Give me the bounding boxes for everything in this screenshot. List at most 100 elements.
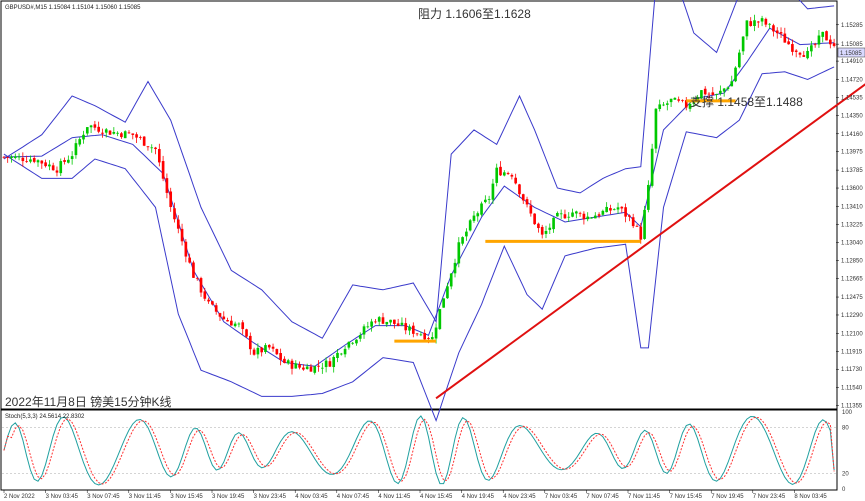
candle	[161, 155, 165, 182]
candle	[40, 160, 44, 169]
candle	[13, 153, 17, 160]
candle-body	[85, 127, 89, 134]
candle	[116, 131, 119, 137]
bollinger-upper	[3, 0, 835, 339]
candle-body	[798, 52, 802, 55]
candle	[241, 320, 245, 335]
y-tick-label: 1.12290	[841, 313, 863, 319]
candle-body	[779, 32, 783, 34]
y-tick-label: 1.12100	[841, 331, 863, 337]
candle-body	[358, 335, 362, 339]
candle	[423, 329, 427, 341]
candle	[358, 332, 362, 342]
stoch-y-tick-label: 80	[842, 425, 849, 431]
y-tick-label: 1.14350	[841, 113, 863, 119]
candle	[741, 36, 745, 55]
candle	[571, 208, 574, 218]
candle	[343, 345, 347, 358]
candle	[806, 47, 809, 60]
candle-body	[684, 100, 688, 108]
candle-body	[665, 103, 669, 105]
x-tick-label: 3 Nov 15:45	[170, 494, 203, 500]
candle-body	[768, 23, 771, 25]
candle	[279, 348, 282, 366]
chart-caption: 2022年11月8日 镑美15分钟K线	[5, 394, 172, 409]
candle	[275, 348, 279, 356]
candle-body	[760, 18, 764, 22]
candle-body	[529, 205, 533, 214]
candle	[491, 178, 495, 205]
candle	[760, 15, 764, 27]
bollinger-bands	[3, 0, 835, 423]
candle-body	[612, 209, 616, 211]
candle	[366, 321, 370, 329]
candle-body	[374, 321, 377, 323]
candle-body	[461, 237, 464, 244]
candle	[673, 97, 677, 100]
candle-body	[298, 364, 301, 368]
candle-body	[571, 212, 574, 217]
candle	[211, 300, 214, 306]
candle-body	[169, 191, 173, 208]
candle-body	[647, 184, 650, 210]
candle	[36, 159, 40, 167]
candle	[10, 155, 13, 163]
candle-body	[624, 207, 627, 217]
candle	[620, 206, 624, 213]
candle-body	[495, 167, 499, 183]
candle-body	[120, 133, 123, 138]
candle-body	[559, 213, 563, 215]
candle	[665, 100, 669, 111]
candle	[123, 130, 127, 139]
candle-body	[233, 323, 237, 327]
candle	[783, 27, 787, 43]
candle	[609, 204, 612, 215]
candle	[438, 309, 442, 331]
candle-body	[741, 36, 745, 52]
candle	[810, 41, 813, 57]
y-tick-label: 1.14160	[841, 132, 863, 138]
candle-body	[404, 323, 408, 331]
x-tick-label: 4 Nov 15:45	[420, 494, 453, 500]
candle-body	[78, 139, 82, 145]
candle	[332, 355, 336, 373]
candle	[499, 161, 502, 176]
candle	[203, 287, 207, 302]
bollinger-lower	[3, 66, 835, 423]
candle	[722, 87, 726, 97]
candle	[267, 344, 271, 350]
y-tick-label: 1.13600	[841, 186, 863, 192]
candle	[93, 120, 97, 131]
candle	[157, 143, 161, 167]
candle	[226, 317, 229, 322]
candle-body	[355, 339, 358, 344]
candle-body	[112, 132, 116, 134]
candle	[385, 321, 389, 328]
axes: 1.15285 1.15085 1.14910 1.14720 1.14535 1.143…	[3, 23, 863, 500]
candle-body	[180, 228, 184, 242]
candle-body	[578, 212, 582, 214]
candle-body	[2, 156, 6, 158]
candle	[707, 92, 711, 100]
candle-body	[146, 146, 150, 148]
candle	[184, 238, 188, 263]
candle-body	[248, 335, 252, 350]
candle	[298, 361, 301, 370]
y-tick-label: 1.12665	[841, 277, 863, 283]
candle	[457, 237, 461, 268]
candle	[597, 212, 601, 219]
candle-body	[764, 18, 768, 25]
candle	[309, 363, 313, 372]
candle-body	[48, 164, 51, 167]
candle-body	[457, 242, 461, 264]
candle-body	[722, 88, 726, 92]
y-tick-label: 1.13040	[841, 240, 863, 246]
candle	[658, 99, 662, 112]
candle	[127, 130, 131, 134]
candle-body	[677, 99, 681, 101]
candle	[605, 202, 608, 213]
candle-body	[55, 170, 59, 173]
candle-body	[40, 160, 44, 164]
candle	[832, 38, 836, 48]
candle-body	[586, 216, 590, 220]
